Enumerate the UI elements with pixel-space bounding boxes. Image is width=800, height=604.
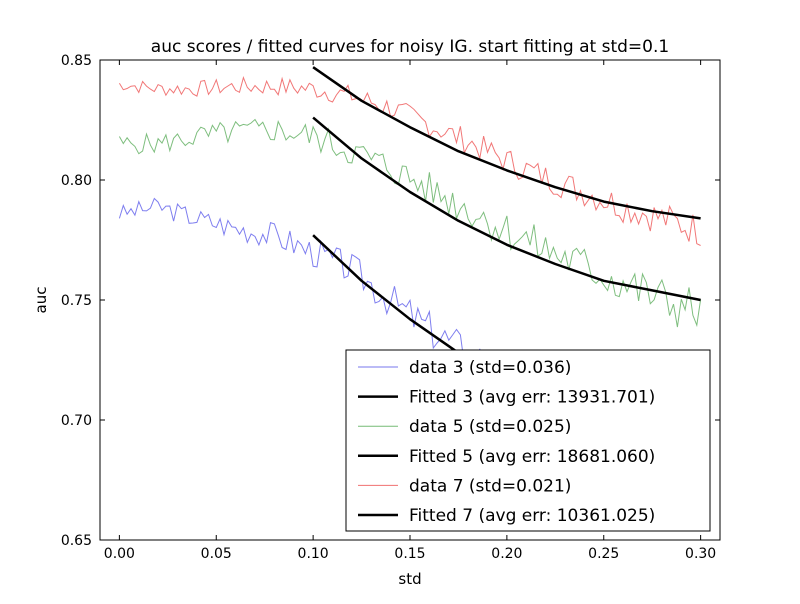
y-axis-label: auc xyxy=(32,287,50,314)
legend-label: Fitted 7 (avg err: 10361.025) xyxy=(409,506,655,526)
data-series-line xyxy=(118,118,702,328)
y-tick-label: 0.85 xyxy=(61,53,92,69)
data-series-line xyxy=(118,197,507,379)
x-tick-label: 0.20 xyxy=(491,546,522,562)
x-tick-label: 0.05 xyxy=(201,546,232,562)
legend: data 3 (std=0.036) Fitted 3 (avg err: 139… xyxy=(345,349,711,532)
x-tick-label: 0.10 xyxy=(298,546,329,562)
legend-box xyxy=(345,349,711,532)
fitted-curve-line xyxy=(312,116,701,302)
x-axis-label: std xyxy=(398,570,421,588)
x-tick-label: 0.15 xyxy=(394,546,425,562)
legend-label: data 5 (std=0.025) xyxy=(409,417,571,437)
x-tick-label: 0.00 xyxy=(104,546,135,562)
legend-label: data 7 (std=0.021) xyxy=(409,476,571,496)
x-tick-label: 0.30 xyxy=(685,546,716,562)
y-tick-label: 0.70 xyxy=(61,413,92,429)
ticks-layer: 0.00 0.05 0.10 0.15 0.20 0.25 0.30 0.65 0.70 0.75… xyxy=(61,53,720,562)
y-tick-label: 0.80 xyxy=(61,173,92,189)
fitted-curve-line xyxy=(312,66,701,220)
y-tick-label: 0.75 xyxy=(61,293,92,309)
chart-title: auc scores / fitted curves for noisy IG.… xyxy=(151,37,669,57)
data-series-line xyxy=(118,76,701,246)
legend-label: Fitted 3 (avg err: 13931.701) xyxy=(409,388,655,408)
legend-label: Fitted 5 (avg err: 18681.060) xyxy=(409,447,655,467)
legend-label: data 3 (std=0.036) xyxy=(409,358,571,378)
x-tick-label: 0.25 xyxy=(588,546,619,562)
y-tick-label: 0.65 xyxy=(61,533,92,549)
